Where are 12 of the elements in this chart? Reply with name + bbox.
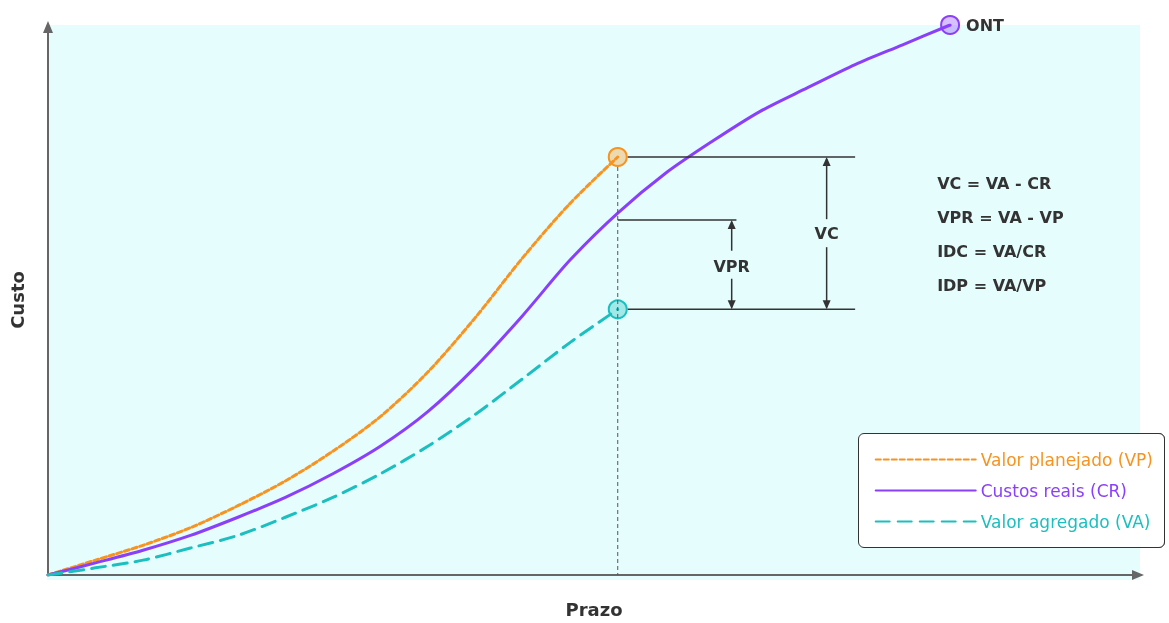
annotation: IDP = VA/VP <box>937 275 1047 295</box>
annotation: VPR <box>713 256 750 276</box>
annotation: VPR = VA - VP <box>937 207 1064 227</box>
annotation: IDC = VA/CR <box>937 241 1047 261</box>
annotation: VC = VA - CR <box>937 173 1052 193</box>
annotation: VC <box>814 223 839 243</box>
annotation: ONT <box>966 15 1005 35</box>
text: Valor agregado (VA) <box>980 511 1151 532</box>
y-axis-title: Custo <box>6 271 28 329</box>
text: Custos reais (CR) <box>980 480 1127 501</box>
text: Valor planejado (VP) <box>980 449 1154 470</box>
x-axis-title: Prazo <box>565 598 623 620</box>
